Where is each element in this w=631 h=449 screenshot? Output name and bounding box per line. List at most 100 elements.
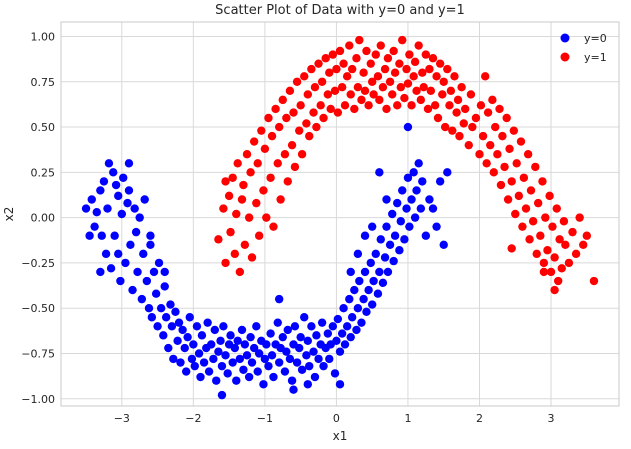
point-y=1 [418,68,427,77]
point-y=0 [335,347,345,356]
point-y=1 [237,195,247,204]
point-y=0 [190,361,199,371]
point-y=1 [450,72,459,81]
point-y=1 [503,195,513,204]
point-y=1 [269,222,278,231]
point-y=1 [214,235,223,244]
point-y=1 [296,101,305,110]
point-y=0 [217,390,227,400]
point-y=0 [101,249,111,259]
point-y=0 [146,240,155,249]
point-y=1 [239,180,248,190]
point-y=0 [235,354,245,364]
point-y=1 [531,162,540,172]
point-y=0 [130,204,139,213]
point-y=1 [445,101,454,110]
point-y=0 [376,235,385,244]
point-y=1 [323,90,333,99]
y-tick-labels: −1.00 −0.75 −0.50 −0.25 0.00 0.25 0.50 0.75 1.00 [21,30,55,405]
point-y=0 [99,177,109,186]
point-y=1 [253,159,262,168]
legend-label: y=1 [584,51,607,64]
point-y=1 [482,159,491,168]
point-y=1 [533,198,543,208]
point-y=1 [312,122,321,132]
point-y=1 [457,83,466,92]
y-tick-label: −0.25 [21,257,55,270]
point-y=1 [264,113,273,123]
point-y=0 [378,278,388,288]
point-y=1 [224,191,234,201]
point-y=1 [432,72,441,81]
point-y=0 [443,168,452,177]
point-y=1 [476,101,486,110]
point-y=0 [360,267,370,277]
point-y=0 [425,195,434,204]
point-y=0 [312,331,321,340]
point-y=0 [232,376,241,385]
point-y=0 [239,365,248,374]
point-y=1 [267,131,277,141]
x-tick-label: −1 [257,412,273,425]
point-y=1 [332,64,341,74]
point-y=0 [421,231,431,240]
point-y=1 [362,46,371,56]
point-y=1 [355,35,364,45]
point-y=1 [309,108,318,117]
point-y=1 [297,150,307,159]
point-y=1 [259,186,268,195]
point-y=0 [142,276,152,286]
point-y=0 [359,294,368,304]
point-y=1 [483,108,493,117]
point-y=0 [414,159,423,168]
point-y=1 [519,173,529,182]
point-y=0 [199,358,209,367]
point-y=0 [418,177,427,186]
point-y=1 [550,285,559,295]
point-y=1 [550,253,559,262]
legend-label: y=0 [584,32,607,45]
point-y=1 [526,186,536,195]
point-y=1 [496,180,506,190]
point-y=1 [342,72,352,81]
point-y=0 [410,213,420,222]
point-y=1 [305,131,314,141]
point-y=1 [246,168,255,177]
point-y=1 [221,258,230,268]
point-y=0 [295,343,304,353]
point-y=0 [385,240,395,249]
point-y=0 [278,332,287,342]
point-y=0 [135,213,144,222]
point-y=1 [339,59,348,68]
point-y=1 [466,90,476,99]
point-y=0 [209,354,218,364]
point-y=0 [185,313,194,322]
point-y=1 [369,90,378,99]
point-y=0 [189,340,198,349]
point-y=1 [509,126,519,135]
series-y=1 [214,35,599,295]
point-y=1 [230,249,240,259]
point-y=1 [502,113,511,123]
point-y=0 [262,340,271,349]
point-y=1 [512,159,521,168]
point-y=0 [174,318,184,327]
point-y=1 [523,150,533,159]
point-y=0 [290,322,300,331]
chart-title: Scatter Plot of Data with y=0 and y=1 [215,3,465,18]
point-y=1 [290,162,300,172]
point-y=0 [412,186,421,195]
x-tick-label: 3 [548,412,555,425]
point-y=0 [330,369,340,378]
point-y=0 [237,325,247,335]
point-y=1 [262,213,271,222]
point-y=1 [295,126,304,135]
point-y=1 [388,90,397,99]
point-y=0 [274,294,284,304]
point-y=0 [173,336,182,345]
point-y=1 [300,72,309,81]
point-y=1 [407,101,416,110]
point-y=1 [564,258,574,268]
point-y=0 [317,318,327,327]
point-y=0 [395,246,404,255]
